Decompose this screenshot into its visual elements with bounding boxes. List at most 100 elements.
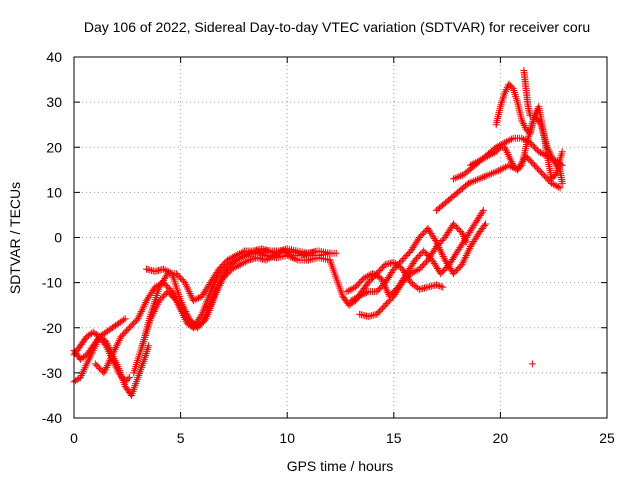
data-point	[509, 161, 517, 169]
data-point	[489, 169, 497, 177]
data-point	[189, 297, 197, 305]
data-point	[356, 292, 364, 300]
data-point	[378, 304, 386, 312]
data-point	[347, 297, 355, 305]
data-point	[108, 351, 116, 359]
grid-lines	[74, 57, 607, 418]
data-point	[440, 267, 448, 275]
data-point	[353, 282, 361, 290]
data-point	[183, 284, 191, 292]
data-point	[488, 170, 496, 178]
data-point	[470, 159, 478, 167]
y-tick-label: -20	[42, 320, 62, 336]
data-point	[400, 255, 408, 263]
data-point	[269, 252, 277, 260]
data-point	[407, 270, 415, 278]
data-point	[482, 172, 490, 180]
data-point	[240, 259, 248, 267]
data-point	[513, 166, 521, 174]
data-point	[212, 289, 220, 297]
data-point	[354, 293, 362, 301]
data-point	[313, 247, 321, 255]
data-point	[516, 163, 524, 171]
data-point	[290, 255, 298, 263]
data-point	[106, 356, 114, 364]
data-point	[235, 261, 243, 269]
data-point	[458, 261, 466, 269]
data-point	[376, 267, 384, 275]
data-point	[243, 257, 251, 265]
data-point	[121, 378, 129, 386]
data-point	[265, 254, 273, 262]
data-point	[128, 321, 136, 329]
data-point	[540, 172, 548, 180]
data-point	[125, 324, 133, 332]
data-point	[554, 183, 562, 191]
data-point	[461, 253, 469, 261]
data-point	[420, 247, 428, 255]
data-point	[384, 298, 392, 306]
data-point	[102, 363, 110, 371]
data-point	[139, 304, 147, 312]
data-point	[506, 154, 514, 162]
data-point	[124, 325, 132, 333]
data-point	[472, 159, 480, 167]
data-point	[96, 364, 104, 372]
data-point	[372, 271, 380, 279]
data-point	[183, 311, 191, 319]
data-point	[512, 94, 520, 102]
data-point	[368, 270, 376, 278]
data-point	[110, 347, 118, 355]
data-point	[493, 167, 501, 175]
data-point	[366, 277, 374, 285]
data-point	[532, 163, 540, 171]
data-point	[411, 256, 419, 264]
data-point	[160, 265, 168, 273]
chart-title: Day 106 of 2022, Sidereal Day-to-day VTE…	[84, 19, 590, 35]
data-point	[178, 300, 186, 308]
data-point	[351, 283, 359, 291]
data-point	[542, 173, 550, 181]
data-point	[438, 268, 446, 276]
data-point	[359, 290, 367, 298]
data-point	[218, 262, 226, 270]
data-point	[270, 252, 278, 260]
data-point	[187, 316, 195, 324]
data-point	[231, 263, 239, 271]
data-point	[215, 283, 223, 291]
data-point	[468, 178, 476, 186]
data-point	[376, 307, 384, 315]
data-point	[101, 367, 109, 375]
data-point	[222, 271, 230, 279]
data-point	[462, 238, 470, 246]
data-point	[498, 165, 506, 173]
data-point	[454, 224, 462, 232]
data-point	[437, 238, 445, 246]
data-point	[177, 297, 185, 305]
data-point	[479, 206, 487, 214]
data-point	[216, 264, 224, 272]
data-point	[195, 322, 203, 330]
data-point	[394, 261, 402, 269]
data-point	[519, 118, 527, 126]
y-axis-label: SDTVAR / TECUs	[7, 182, 23, 294]
data-point	[452, 223, 460, 231]
data-point	[496, 166, 504, 174]
data-point	[241, 258, 249, 266]
data-point	[199, 318, 207, 326]
data-point	[484, 171, 492, 179]
data-point	[495, 167, 503, 175]
data-point	[536, 149, 544, 157]
data-point	[549, 173, 557, 181]
data-point	[432, 243, 440, 251]
data-point	[461, 255, 469, 263]
data-point	[420, 229, 428, 237]
data-point	[550, 172, 558, 180]
data-point	[201, 316, 209, 324]
data-point	[464, 248, 472, 256]
data-point	[403, 252, 411, 260]
data-point	[548, 175, 556, 183]
data-point	[185, 315, 193, 323]
data-point	[451, 268, 459, 276]
data-point	[468, 160, 476, 168]
